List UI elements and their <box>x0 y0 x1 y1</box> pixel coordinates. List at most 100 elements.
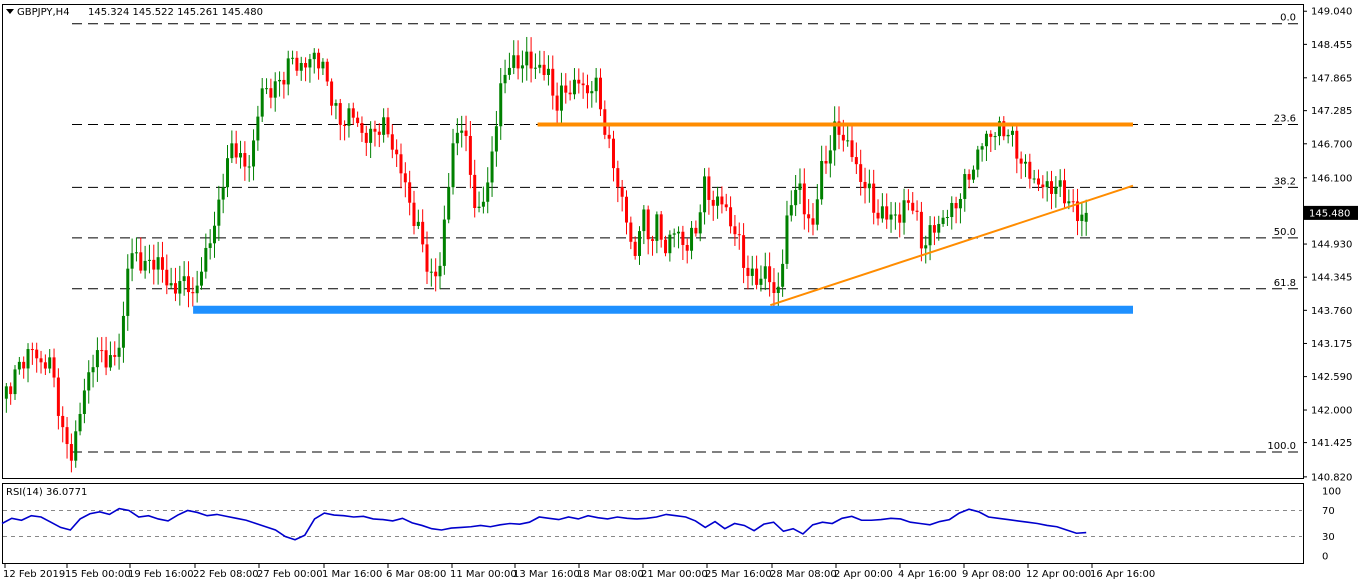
candle-body[interactable] <box>503 74 507 84</box>
candle-body[interactable] <box>1015 130 1019 159</box>
candle-body[interactable] <box>48 357 52 369</box>
candle-body[interactable] <box>1063 180 1067 204</box>
candle-body[interactable] <box>902 200 906 223</box>
candle-body[interactable] <box>304 62 308 68</box>
candle-body[interactable] <box>937 223 941 233</box>
candle-body[interactable] <box>434 271 438 277</box>
candle-body[interactable] <box>26 349 30 369</box>
candle-body[interactable] <box>512 55 516 68</box>
candle-body[interactable] <box>134 252 138 254</box>
candle-body[interactable] <box>577 79 581 84</box>
candle-body[interactable] <box>178 281 182 294</box>
candle-body[interactable] <box>377 131 381 135</box>
candle-body[interactable] <box>785 215 789 264</box>
candle-body[interactable] <box>611 138 615 169</box>
candle-body[interactable] <box>538 64 542 68</box>
candle-body[interactable] <box>963 174 967 199</box>
candle-body[interactable] <box>1045 181 1049 188</box>
candle-body[interactable] <box>542 64 546 75</box>
candle-body[interactable] <box>299 62 303 71</box>
candle-body[interactable] <box>1058 180 1062 187</box>
candle-body[interactable] <box>989 133 993 137</box>
candle-body[interactable] <box>186 276 190 293</box>
candle-body[interactable] <box>638 231 642 256</box>
candle-body[interactable] <box>1071 201 1075 203</box>
candle-body[interactable] <box>585 85 589 94</box>
candle-body[interactable] <box>976 149 980 170</box>
trendline[interactable] <box>769 184 1134 307</box>
candle-body[interactable] <box>720 196 724 205</box>
candle-body[interactable] <box>52 357 56 378</box>
candle-body[interactable] <box>742 235 746 268</box>
candle-body[interactable] <box>74 431 78 461</box>
candle-body[interactable] <box>273 81 277 98</box>
candle-body[interactable] <box>915 210 919 212</box>
candle-body[interactable] <box>837 121 841 135</box>
candle-body[interactable] <box>199 271 203 286</box>
candle-body[interactable] <box>82 390 86 414</box>
candle-body[interactable] <box>815 199 819 225</box>
candle-body[interactable] <box>590 91 594 94</box>
candle-body[interactable] <box>325 61 329 82</box>
candle-body[interactable] <box>252 140 256 167</box>
candle-body[interactable] <box>690 227 694 251</box>
candle-body[interactable] <box>672 233 676 235</box>
candle-body[interactable] <box>1010 130 1014 135</box>
candle-body[interactable] <box>65 427 69 445</box>
candle-body[interactable] <box>1076 201 1080 222</box>
candle-body[interactable] <box>568 92 572 95</box>
candle-body[interactable] <box>572 79 576 95</box>
candle-body[interactable] <box>56 377 60 416</box>
candle-body[interactable] <box>195 285 199 294</box>
candle-body[interactable] <box>533 67 537 69</box>
candle-body[interactable] <box>863 181 867 189</box>
candle-body[interactable] <box>967 174 971 180</box>
candle-body[interactable] <box>143 260 147 271</box>
candle-body[interactable] <box>455 132 459 144</box>
candle-body[interactable] <box>191 292 195 294</box>
candle-body[interactable] <box>61 415 65 428</box>
candle-body[interactable] <box>464 130 468 136</box>
candle-body[interactable] <box>17 361 21 370</box>
candle-body[interactable] <box>564 85 568 93</box>
candle-body[interactable] <box>35 349 39 359</box>
candle-body[interactable] <box>651 239 655 241</box>
candle-body[interactable] <box>746 267 750 276</box>
candle-body[interactable] <box>121 315 125 348</box>
candle-body[interactable] <box>403 173 407 183</box>
candle-body[interactable] <box>664 239 668 254</box>
candle-body[interactable] <box>147 259 151 261</box>
candle-body[interactable] <box>9 386 13 395</box>
candle-body[interactable] <box>260 88 264 117</box>
candle-body[interactable] <box>559 85 563 111</box>
candle-body[interactable] <box>1036 178 1040 185</box>
candle-body[interactable] <box>698 212 702 234</box>
candle-body[interactable] <box>759 278 763 285</box>
candle-body[interactable] <box>880 206 884 219</box>
candle-body[interactable] <box>620 186 624 197</box>
candle-body[interactable] <box>390 134 394 150</box>
candle-body[interactable] <box>4 386 8 399</box>
candles[interactable] <box>4 36 1088 473</box>
candle-body[interactable] <box>30 349 34 351</box>
candle-body[interactable] <box>447 187 451 220</box>
candle-body[interactable] <box>269 88 273 98</box>
candle-body[interactable] <box>369 128 373 143</box>
candle-body[interactable] <box>820 161 824 200</box>
candle-body[interactable] <box>607 134 611 139</box>
candle-body[interactable] <box>234 143 238 158</box>
candle-body[interactable] <box>794 189 798 206</box>
candle-body[interactable] <box>165 269 169 286</box>
candle-body[interactable] <box>243 153 247 167</box>
candle-body[interactable] <box>694 227 698 234</box>
candle-body[interactable] <box>828 150 832 164</box>
candle-body[interactable] <box>486 182 490 202</box>
candle-body[interactable] <box>659 214 663 240</box>
candle-body[interactable] <box>429 271 433 273</box>
candle-body[interactable] <box>655 214 659 241</box>
candle-body[interactable] <box>924 245 928 249</box>
candle-body[interactable] <box>885 206 889 220</box>
candle-body[interactable] <box>1023 161 1027 164</box>
candle-body[interactable] <box>100 350 104 352</box>
candle-body[interactable] <box>551 68 555 96</box>
